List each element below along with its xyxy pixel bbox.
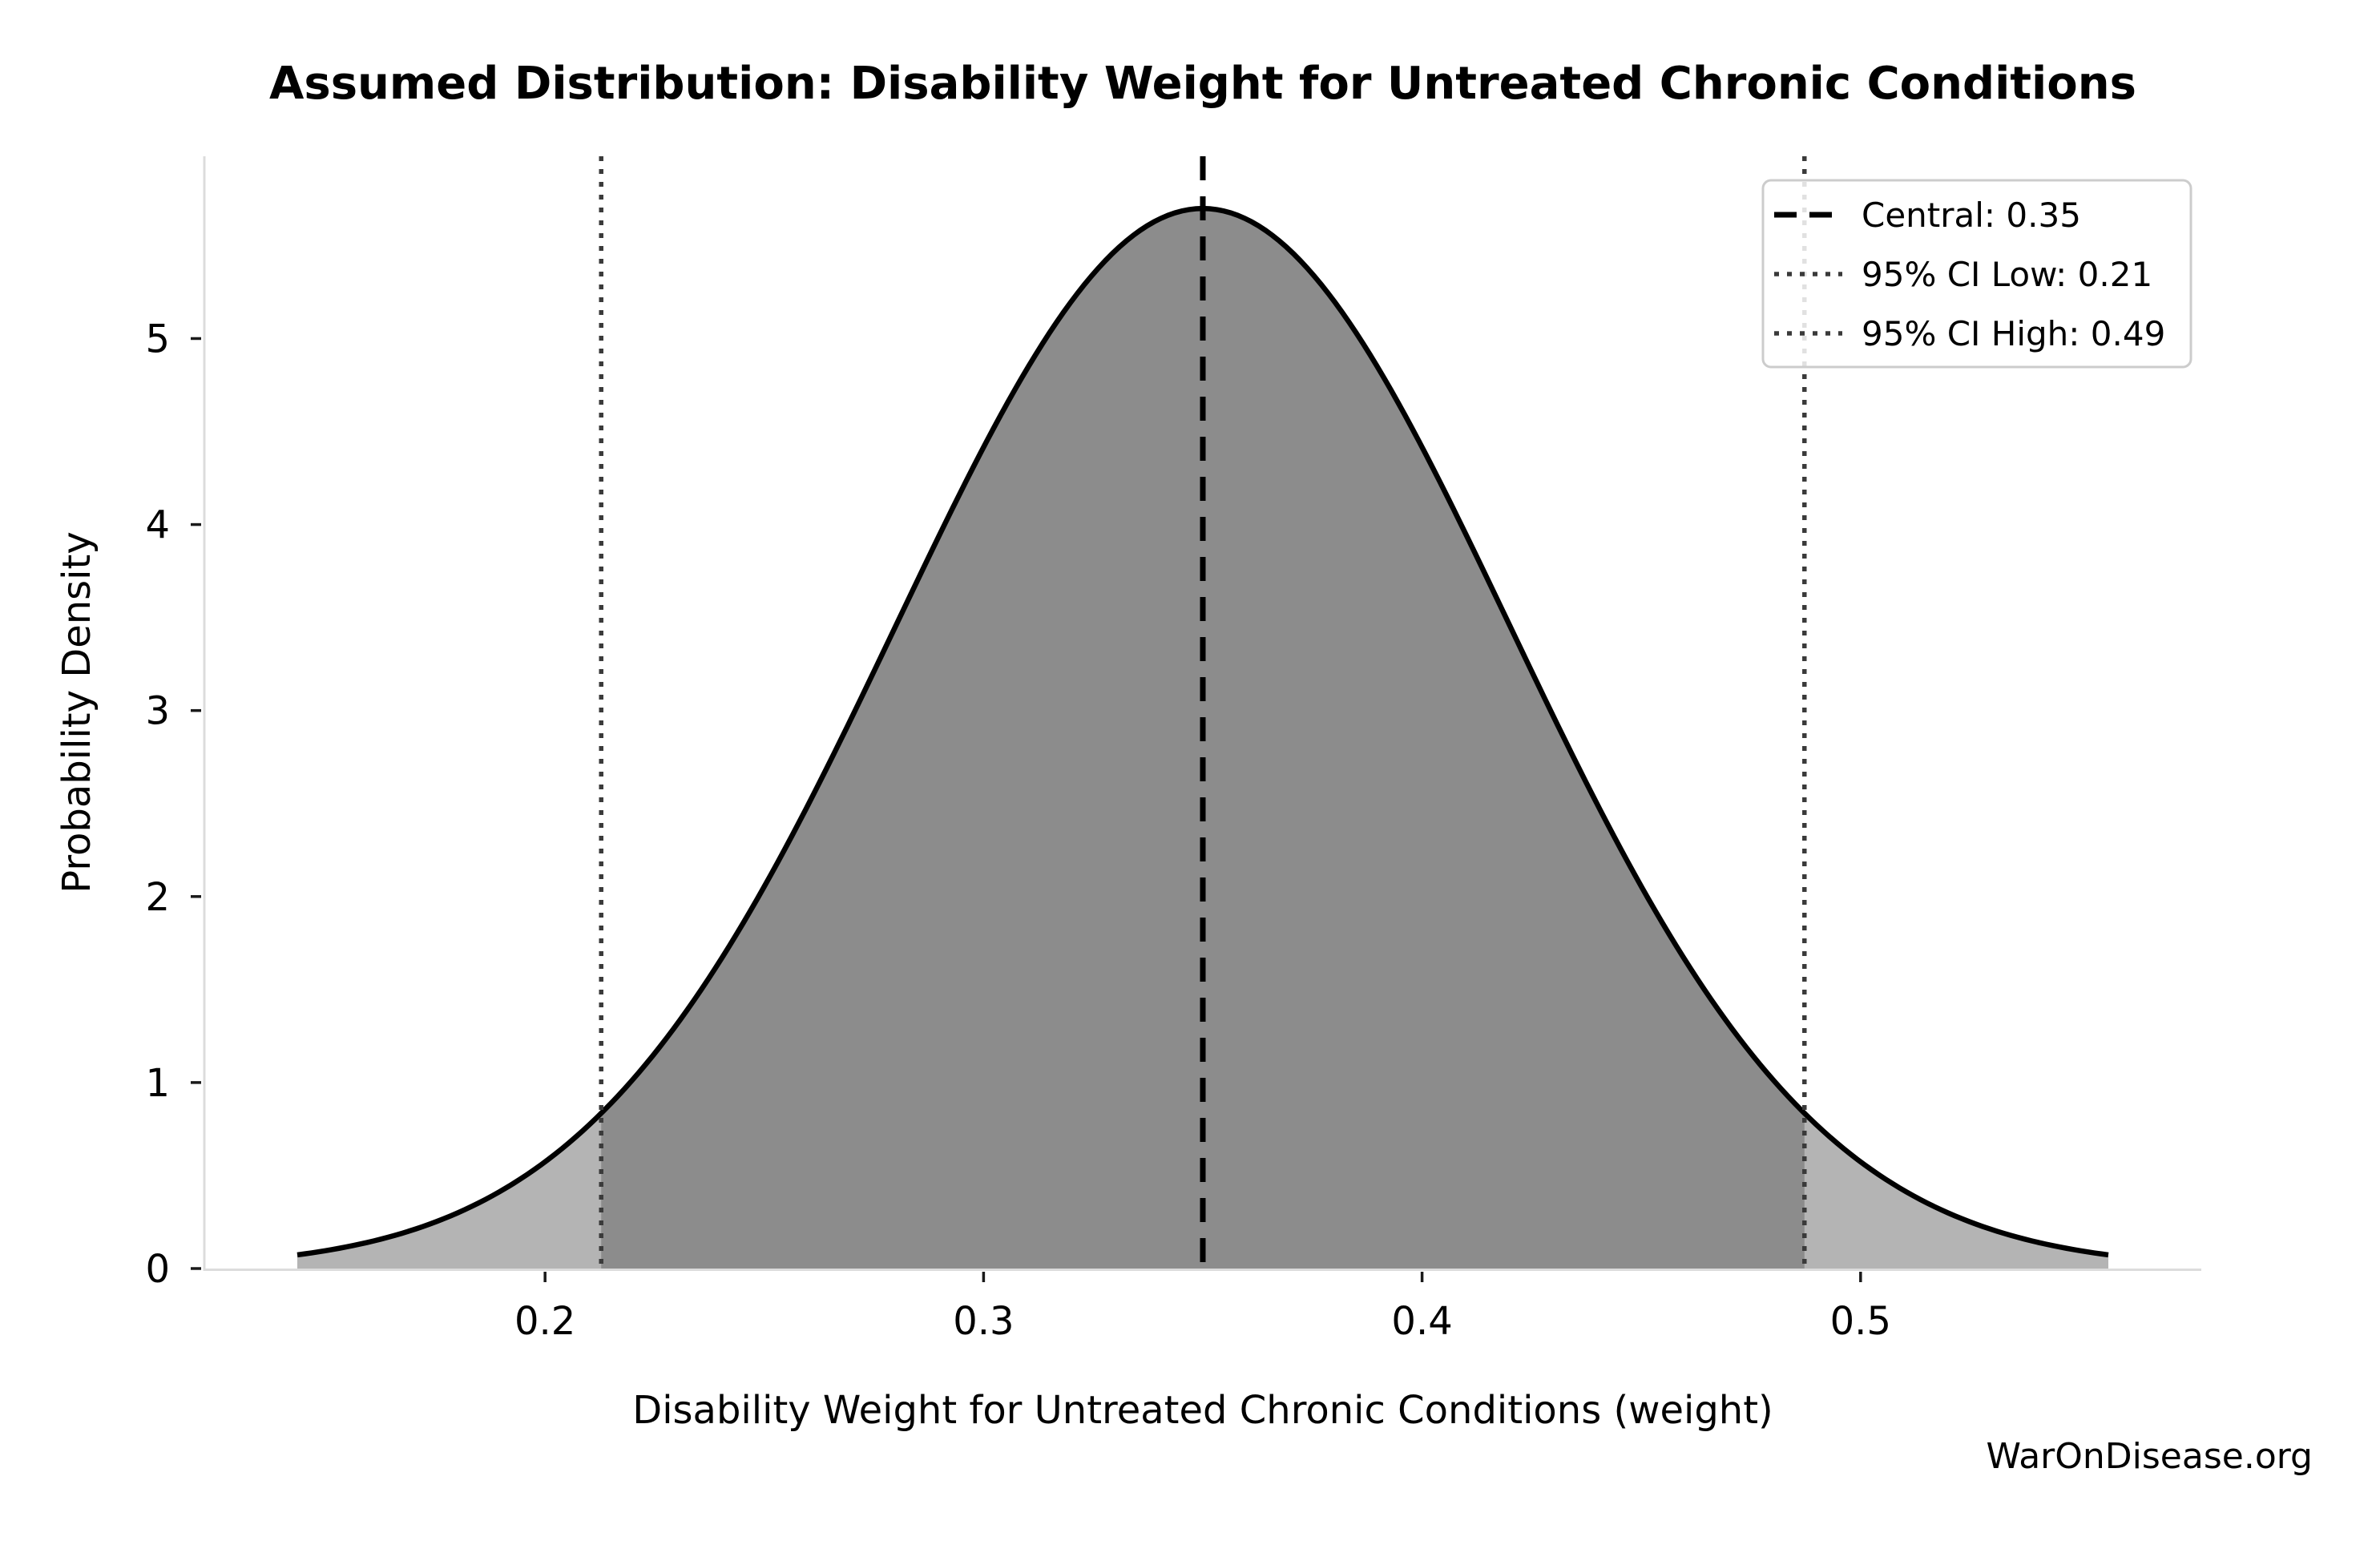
x-tick-label: 0.5	[1830, 1299, 1891, 1344]
x-tick-label: 0.3	[953, 1299, 1014, 1344]
legend-box	[1761, 179, 2192, 369]
x-axis-label: Disability Weight for Untreated Chronic …	[632, 1388, 1773, 1433]
y-tick-label: 4	[145, 503, 170, 548]
y-tick-label: 1	[145, 1061, 170, 1106]
y-tick-label: 3	[145, 689, 170, 734]
watermark: WarOnDisease.org	[1987, 1436, 2313, 1477]
y-tick-label: 0	[145, 1247, 170, 1292]
legend: Central: 0.35 95% CI Low: 0.21 95% CI High…	[1761, 179, 2192, 369]
x-tick-label: 0.4	[1391, 1299, 1452, 1344]
chart-title: Assumed Distribution: Disability Weight …	[269, 58, 2136, 110]
y-axis-label: Probability Density	[54, 531, 99, 893]
legend-entry-label: 95% CI Low: 0.21	[1862, 255, 2152, 294]
legend-entry-label: Central: 0.35	[1862, 196, 2081, 235]
y-tick-label: 2	[145, 875, 170, 920]
legend-entry-label: 95% CI High: 0.49	[1862, 314, 2165, 353]
x-tick-label: 0.2	[514, 1299, 575, 1344]
plot-area: 0.2 0.3 0.4 0.5 0 1 2 3 4 5	[145, 156, 2201, 1344]
y-tick-label: 5	[145, 317, 170, 361]
